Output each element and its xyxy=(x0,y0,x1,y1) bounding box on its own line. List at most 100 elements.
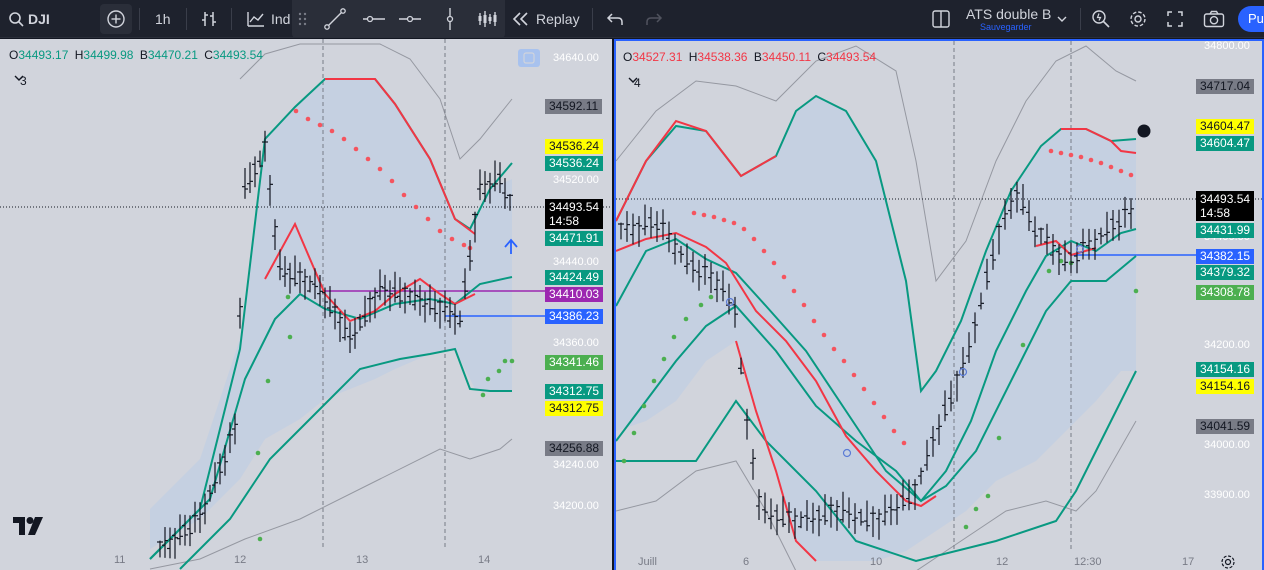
toolbar-divider xyxy=(592,8,593,30)
interval-button[interactable]: 1h xyxy=(155,11,171,27)
price-tick: 34520.00 xyxy=(553,174,599,186)
layout-save-status: Sauvegarder xyxy=(980,21,1032,32)
outer-band-line xyxy=(616,45,1137,283)
sar-dot-red xyxy=(781,274,787,280)
sar-dot-green xyxy=(661,356,667,362)
toolbar-divider xyxy=(1080,8,1081,30)
sar-dot-red xyxy=(691,210,697,216)
sar-dot-green xyxy=(631,430,637,436)
time-tick: 11 xyxy=(114,554,126,566)
price-label: 34604.47 xyxy=(1196,136,1255,151)
sar-dot-green xyxy=(1058,258,1064,264)
sar-dot-red xyxy=(851,372,857,378)
sar-dot-red xyxy=(1118,168,1124,174)
price-tick: 34440.00 xyxy=(553,256,599,268)
price-label: 34471.91 xyxy=(545,231,604,246)
signal-circle xyxy=(958,367,968,377)
scroll-to-realtime-icon[interactable] xyxy=(518,49,540,67)
open-label: O xyxy=(623,50,633,64)
sar-dot-red xyxy=(701,212,707,218)
bars-pattern-tool-icon[interactable] xyxy=(476,0,500,38)
chart-canvas-left[interactable] xyxy=(0,39,612,570)
time-tick: 13 xyxy=(356,554,369,566)
time-tick: 17 xyxy=(1182,556,1195,568)
chart-type-button[interactable] xyxy=(200,0,218,38)
fullscreen-button[interactable] xyxy=(1166,0,1184,38)
high-label: H xyxy=(74,48,84,62)
drawing-toolbar xyxy=(292,0,505,38)
compare-add-button[interactable] xyxy=(100,4,132,34)
price-tick: 34200.00 xyxy=(553,500,599,512)
price-label: 34536.24 xyxy=(545,139,604,154)
indicators-toggle-left[interactable]: 3 xyxy=(14,74,27,88)
layout-name: ATS double B xyxy=(966,5,1052,22)
rewind-icon xyxy=(512,12,530,26)
settings-button[interactable] xyxy=(1128,0,1148,38)
toolbar-divider xyxy=(231,8,232,30)
sar-dot-red xyxy=(711,214,717,220)
price-label: 34341.46 xyxy=(545,355,604,370)
price-label: 34592.11 xyxy=(545,99,603,114)
symbol-search[interactable]: DJI xyxy=(8,0,50,38)
red-band-line xyxy=(616,119,777,222)
layout-name-button[interactable]: ATS double B Sauvegarder xyxy=(966,0,1051,38)
layout-split-button[interactable] xyxy=(931,0,951,38)
layout-dropdown-button[interactable] xyxy=(1056,0,1068,38)
chart-pane-right[interactable]: O34527.31 H34538.36 B34450.11 C 34493.54 … xyxy=(614,39,1264,570)
sar-dot-red xyxy=(751,236,757,242)
sar-dot-red xyxy=(425,216,431,222)
vertical-line-tool-icon[interactable] xyxy=(438,0,462,38)
replay-button[interactable]: Replay xyxy=(512,0,580,38)
band-fill xyxy=(150,79,512,549)
quick-search-icon xyxy=(1091,9,1111,29)
chart-canvas-right[interactable] xyxy=(616,41,1264,570)
close-value: 34493.54 xyxy=(212,48,263,62)
sar-dot-red xyxy=(1128,172,1134,178)
sar-dot-green xyxy=(285,294,291,300)
quick-search-button[interactable] xyxy=(1091,0,1111,38)
ohlc-legend-right: O34527.31 H34538.36 B34450.11 C34493.54 xyxy=(623,50,879,64)
horizontal-ray-tool-icon[interactable] xyxy=(362,0,386,38)
open-value: 34527.31 xyxy=(632,50,683,64)
red-band-line xyxy=(616,231,937,508)
sar-dot-red xyxy=(329,128,335,134)
last-price-label-left: 34493.54 14:58 xyxy=(545,199,604,229)
sar-dot-red xyxy=(841,358,847,364)
replay-label: Replay xyxy=(536,11,580,27)
close-value: 34493.54 xyxy=(826,50,877,64)
sar-dot-red xyxy=(317,122,323,128)
price-label: 34379.32 xyxy=(1196,265,1255,280)
drag-handle-icon[interactable] xyxy=(298,0,308,38)
horizontal-line-tool-icon[interactable] xyxy=(398,0,422,38)
indicators-button[interactable]: Ind xyxy=(246,0,290,38)
price-label: 34382.15 xyxy=(1196,249,1255,264)
sar-dot-green xyxy=(509,358,515,364)
undo-button[interactable] xyxy=(606,0,624,38)
sar-dot-red xyxy=(741,226,747,232)
price-tick: 34640.00 xyxy=(553,52,599,64)
indicators-toggle-right[interactable]: 4 xyxy=(628,76,641,90)
signal-circle xyxy=(842,448,852,458)
top-toolbar: DJI 1h Ind xyxy=(0,0,1264,38)
sar-dot-green xyxy=(287,334,293,340)
sar-dot-red xyxy=(871,400,877,406)
sar-dot-red xyxy=(1068,152,1074,158)
open-value: 34493.17 xyxy=(18,48,69,62)
high-value: 34538.36 xyxy=(697,50,748,64)
outer-band-line xyxy=(616,420,1137,570)
outer-band-line xyxy=(149,438,513,570)
time-tick: 14 xyxy=(478,554,491,566)
publish-button[interactable]: Pu xyxy=(1238,6,1264,32)
sar-dot-red xyxy=(365,156,371,162)
last-price-value: 34493.54 xyxy=(1200,192,1251,206)
sar-dot-red xyxy=(801,302,807,308)
price-label: 34424.49 xyxy=(545,270,604,285)
price-tick: 34800.00 xyxy=(1204,40,1250,52)
low-label: B xyxy=(753,50,762,64)
trendline-tool-icon[interactable] xyxy=(323,0,347,38)
sar-dot-red xyxy=(1078,154,1084,160)
redo-button[interactable] xyxy=(645,0,663,38)
snapshot-button[interactable] xyxy=(1203,0,1225,38)
chart-pane-left[interactable]: O34493.17 H34499.98 B34470.21 C 34493.54 … xyxy=(0,39,612,570)
bar-countdown: 14:58 xyxy=(1200,206,1231,220)
